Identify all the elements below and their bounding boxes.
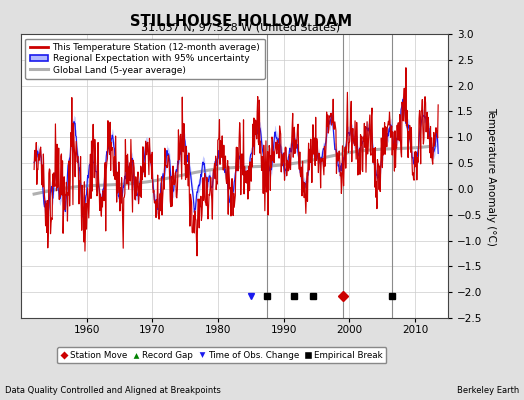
Legend: Station Move, Record Gap, Time of Obs. Change, Empirical Break: Station Move, Record Gap, Time of Obs. C… [57,347,386,363]
Y-axis label: Temperature Anomaly (°C): Temperature Anomaly (°C) [486,106,496,246]
Text: 31.037 N, 97.528 W (United States): 31.037 N, 97.528 W (United States) [141,23,341,33]
Text: STILLHOUSE HOLLOW DAM: STILLHOUSE HOLLOW DAM [130,14,352,29]
Text: Berkeley Earth: Berkeley Earth [456,386,519,395]
Text: Data Quality Controlled and Aligned at Breakpoints: Data Quality Controlled and Aligned at B… [5,386,221,395]
